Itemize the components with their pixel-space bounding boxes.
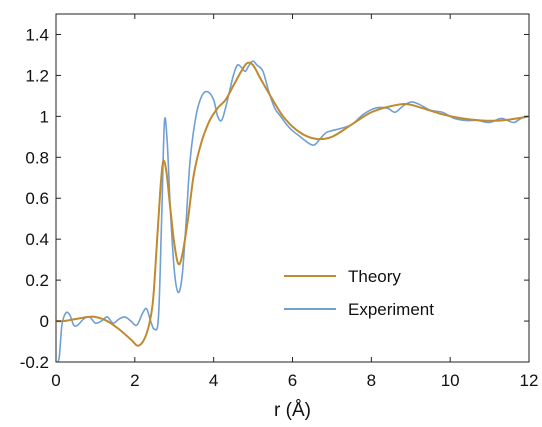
- y-tick-label: 0.2: [25, 271, 49, 290]
- x-tick-label: 6: [288, 371, 297, 390]
- y-tick-label: -0.2: [20, 353, 49, 372]
- y-tick-label: 0: [40, 312, 49, 331]
- x-tick-label: 12: [520, 371, 539, 390]
- y-tick-label: 1: [40, 107, 49, 126]
- x-tick-label: 10: [441, 371, 460, 390]
- x-tick-label: 0: [51, 371, 60, 390]
- legend-label-experiment: Experiment: [348, 300, 434, 319]
- x-tick-label: 4: [209, 371, 218, 390]
- series-layer: [56, 60, 529, 362]
- y-tick-label: 1.4: [25, 25, 49, 44]
- series-line-experiment: [57, 60, 529, 362]
- x-tick-label: 2: [130, 371, 139, 390]
- legend: Theory Experiment: [284, 267, 434, 319]
- y-axis-ticks: -0.2 0 0.2 0.4 0.6 0.8 1 1.2 1.4: [20, 25, 529, 372]
- y-tick-label: 0.4: [25, 230, 49, 249]
- series-line-theory: [56, 61, 529, 347]
- x-tick-label: 8: [367, 371, 376, 390]
- plot-area: 0 2 4 6 8 10 12 -0.200.20.40.60.811.21.4: [20, 13, 538, 390]
- x-axis-ticks: 0 2 4 6 8 10 12: [51, 14, 538, 390]
- y-tick-label: 0.6: [25, 189, 49, 208]
- x-axis-title: r (Å): [274, 400, 311, 421]
- y-tick-label: 0.8: [25, 148, 49, 167]
- legend-label-theory: Theory: [348, 267, 401, 286]
- y-tick-label: 1.2: [25, 66, 49, 85]
